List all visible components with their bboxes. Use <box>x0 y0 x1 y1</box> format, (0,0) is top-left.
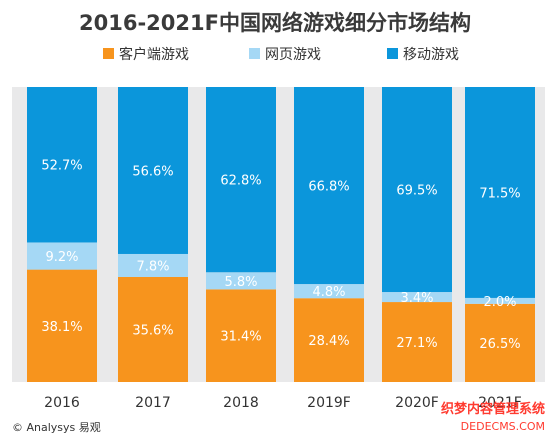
data-label: 71.5% <box>479 186 520 201</box>
legend-label: 网页游戏 <box>265 47 321 63</box>
plot-background <box>12 87 545 382</box>
data-label: 2.0% <box>483 295 516 310</box>
bar-segment <box>118 276 188 382</box>
legend-swatch <box>103 48 114 59</box>
x-tick-label: 2020F <box>395 395 439 411</box>
x-axis-ticks: 2016 2017 2018 2019F 2020F 2021F <box>44 395 522 411</box>
bar-segment <box>294 87 364 285</box>
source-note: © Analysys 易观 <box>12 421 101 434</box>
data-label: 52.7% <box>41 159 82 174</box>
bar-segment <box>465 303 535 382</box>
bar-segment <box>294 298 364 382</box>
bar-segment <box>27 269 97 382</box>
data-label: 9.2% <box>45 250 78 265</box>
data-label: 5.8% <box>224 275 257 290</box>
bars <box>27 87 535 382</box>
data-label: 56.6% <box>132 164 173 179</box>
bar-segment <box>118 87 188 254</box>
bar-segment <box>465 297 535 304</box>
bar-segment <box>27 242 97 270</box>
watermark-url: DEDECMS.COM <box>461 420 545 433</box>
plot-area <box>12 87 545 382</box>
data-label: 35.6% <box>132 323 173 338</box>
x-tick-label: 2019F <box>307 395 351 411</box>
legend-label: 客户端游戏 <box>119 46 189 63</box>
legend-swatch <box>387 48 398 59</box>
data-label: 3.4% <box>400 291 433 306</box>
x-tick-label: 2017 <box>135 395 171 411</box>
x-tick-label: 2018 <box>223 395 259 411</box>
data-label: 66.8% <box>308 180 349 195</box>
data-label: 38.1% <box>41 320 82 335</box>
bar-segment <box>382 302 452 382</box>
bar-segment <box>27 87 97 243</box>
data-label: 4.8% <box>312 285 345 300</box>
legend-swatch <box>249 48 260 59</box>
x-tick-label: 2021F <box>478 395 522 411</box>
data-label: 27.1% <box>396 336 437 351</box>
bar-segment <box>294 284 364 299</box>
bar-segment <box>206 87 276 273</box>
legend-label: 移动游戏 <box>403 47 459 63</box>
data-label: 62.8% <box>220 174 261 189</box>
bar-segment <box>118 253 188 277</box>
legend: 客户端游戏 网页游戏 移动游戏 <box>103 46 459 63</box>
data-label: 26.5% <box>479 337 520 352</box>
bar-segment <box>465 87 535 298</box>
data-label: 69.5% <box>396 184 437 199</box>
bar-segment <box>382 292 452 303</box>
x-tick-label: 2016 <box>44 395 80 411</box>
data-label: 31.4% <box>220 330 261 345</box>
chart-title: 2016-2021F中国网络游戏细分市场结构 <box>79 11 471 35</box>
bar-segment <box>206 289 276 382</box>
bar-segment <box>382 87 452 293</box>
watermark-title: 织梦内容管理系统 <box>441 401 545 417</box>
data-label: 28.4% <box>308 334 349 349</box>
data-label: 7.8% <box>136 259 169 274</box>
segment-labels: 38.1% 9.2% 52.7% 35.6% 7.8% 56.6% 31.4% 5.8% 62.… <box>41 159 520 352</box>
bar-segment <box>206 272 276 290</box>
